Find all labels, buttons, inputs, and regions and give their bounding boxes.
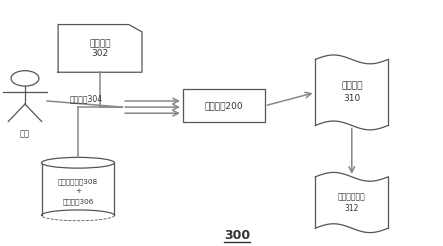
Text: 302: 302 (92, 49, 109, 58)
Text: 验证错误: 验证错误 (89, 39, 111, 48)
Text: 调试工具200: 调试工具200 (204, 101, 243, 110)
Text: 验证环境306: 验证环境306 (62, 198, 93, 205)
Polygon shape (315, 172, 388, 232)
FancyBboxPatch shape (183, 89, 264, 123)
Text: 310: 310 (343, 94, 361, 103)
Text: 映射关系: 映射关系 (341, 82, 362, 91)
Text: 用户: 用户 (20, 129, 30, 138)
Text: 错误位置304: 错误位置304 (69, 94, 102, 103)
Polygon shape (42, 163, 114, 210)
Polygon shape (315, 55, 388, 130)
Text: 300: 300 (224, 229, 250, 242)
Text: 312: 312 (345, 204, 359, 213)
Ellipse shape (42, 157, 114, 168)
Circle shape (11, 71, 39, 86)
Text: 逻辑系统设计308: 逻辑系统设计308 (58, 178, 98, 185)
Text: 错误定位模型: 错误定位模型 (338, 192, 365, 201)
Text: +: + (75, 188, 81, 195)
Polygon shape (58, 25, 142, 72)
